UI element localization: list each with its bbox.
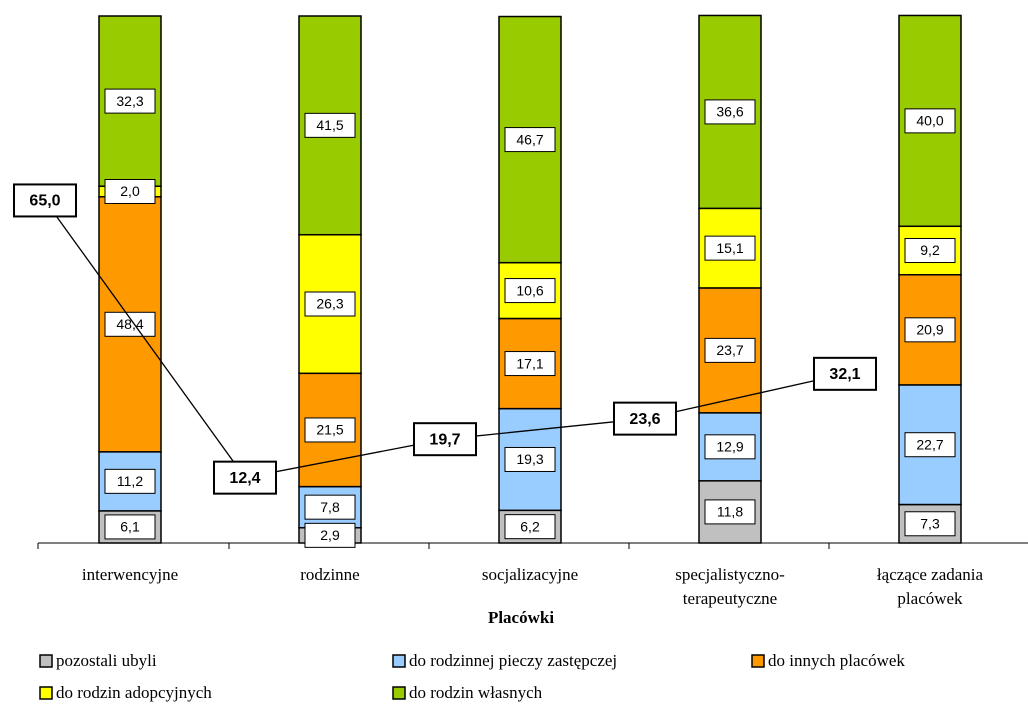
value-label-box [904,432,956,458]
value-label: 23,7 [716,342,743,358]
legend-swatch [392,686,406,700]
value-label: 2,0 [120,183,140,199]
value-label-box [304,522,356,548]
legend-label: do rodzin adopcyjnych [56,683,212,702]
line-label-box [813,356,877,391]
x-tick-label: łączące zadania placówek [877,565,984,608]
value-label: 26,3 [316,296,343,312]
legend-label: do rodzinnej pieczy zastępczej [409,651,617,670]
value-label-box [704,499,756,525]
x-tick-label: socjalizacyjne [482,565,578,584]
value-label-box [504,351,556,377]
line-label: 32,1 [829,366,860,383]
legend-label: do innych placówek [768,651,905,670]
value-label: 12,9 [716,439,743,455]
value-label-box [104,468,156,494]
value-label-box [104,88,156,114]
value-label: 7,3 [920,515,940,531]
value-label: 2,9 [320,527,340,543]
legend-swatch [39,686,53,700]
value-label: 32,3 [116,93,143,109]
value-label-box [504,278,556,304]
value-label: 10,6 [516,282,543,298]
value-label-box [504,446,556,472]
value-label-box [104,514,156,540]
value-label-box [104,311,156,337]
line-label: 65,0 [29,193,60,210]
value-label-box [504,514,556,540]
x-axis-title: Placówki [488,608,554,627]
value-label: 17,1 [516,355,543,371]
legend-label: pozostali ubyli [56,651,157,670]
x-tick-label: interwencyjne [82,565,178,584]
value-label: 6,2 [520,518,540,534]
value-label-box [304,417,356,443]
value-label-box [304,291,356,317]
value-label-box [704,337,756,363]
value-label: 22,7 [916,436,943,452]
value-label: 11,8 [717,504,743,520]
line-label-box [413,422,477,457]
value-label-box [904,511,956,537]
value-label: 21,5 [316,422,343,438]
x-tick-label: rodzinne [300,565,359,584]
value-label: 41,5 [316,117,343,133]
value-label: 20,9 [916,322,943,338]
legend-swatch [39,654,53,668]
value-label: 36,6 [716,104,743,120]
legend-swatch [392,654,406,668]
legend-label: do rodzin własnych [409,683,543,702]
value-label: 46,7 [516,131,543,147]
value-label-box [904,108,956,134]
line-label-box [13,183,77,218]
value-label: 9,2 [920,242,940,258]
value-label-box [704,235,756,261]
value-label-box [104,178,156,204]
value-label: 40,0 [916,113,943,129]
line-label: 19,7 [429,431,460,448]
x-tick-label: specjalistyczno-terapeutyczne [675,565,785,608]
legend-swatch [751,654,765,668]
line-label: 23,6 [629,411,660,428]
value-label-box [704,434,756,460]
value-label-box [704,99,756,125]
line-label: 12,4 [229,470,260,487]
value-label: 19,3 [516,451,543,467]
value-label: 15,1 [716,240,743,256]
value-label: 6,1 [120,519,140,535]
line-label-box [613,401,677,436]
value-label-box [504,127,556,153]
value-label-box [904,317,956,343]
value-label: 11,2 [117,473,143,489]
value-label: 7,8 [320,499,340,515]
value-label-box [304,112,356,138]
line-label-box [213,460,277,495]
value-label-box [904,238,956,264]
value-label-box [304,494,356,520]
